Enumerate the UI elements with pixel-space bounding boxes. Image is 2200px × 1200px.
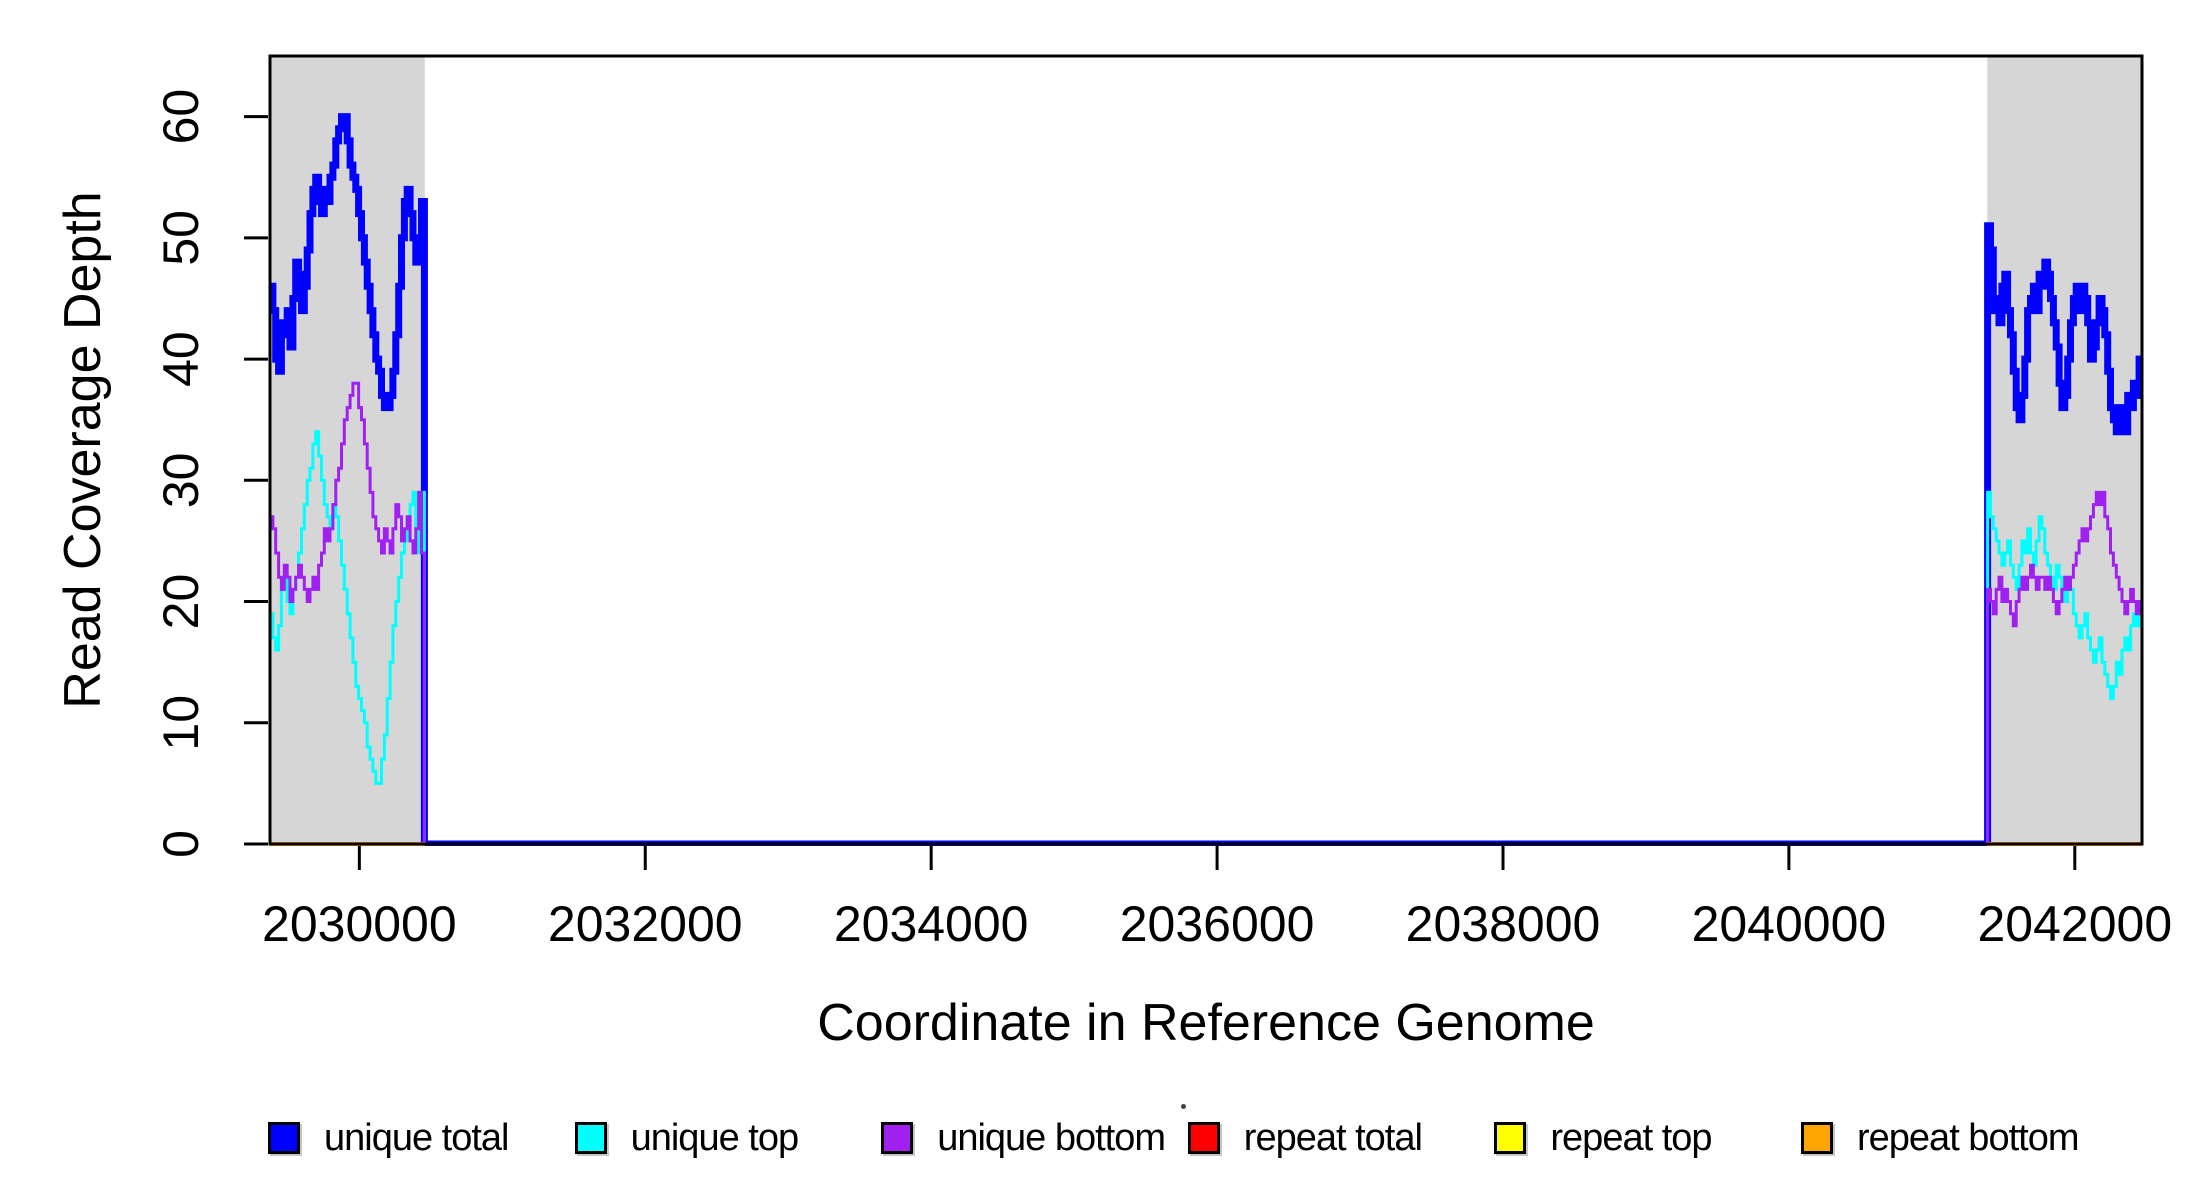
x-tick-label: 2042000 — [1977, 896, 2172, 952]
legend-label: unique bottom — [937, 1116, 1166, 1159]
x-tick-label: 2032000 — [548, 896, 743, 952]
series-unique-total — [269, 113, 2143, 846]
legend-item-repeat-bottom: repeat bottom — [1801, 1108, 2079, 1168]
x-tick-label: 2036000 — [1120, 896, 1315, 952]
legend-item-unique-top: unique top — [574, 1108, 799, 1168]
y-tick-label: 60 — [153, 89, 209, 145]
legend-swatch — [1187, 1122, 1220, 1154]
legend-label: repeat bottom — [1857, 1116, 2079, 1159]
x-tick-label: 2034000 — [834, 896, 1029, 952]
y-tick-label: 40 — [153, 331, 209, 387]
series-unique-bottom — [270, 381, 2142, 846]
legend-swatch — [268, 1122, 300, 1154]
legend-label: repeat top — [1550, 1116, 1712, 1159]
y-tick-label: 30 — [153, 452, 209, 508]
y-tick-label: 10 — [153, 695, 209, 751]
y-tick-label: 0 — [153, 830, 209, 858]
x-axis-title: Coordinate in Reference Genome — [817, 994, 1595, 1052]
shaded-region-0 — [270, 56, 425, 844]
legend-item-repeat-total: repeat total — [1187, 1108, 1423, 1168]
legend: unique total unique top unique bottom repea… — [0, 1108, 2200, 1178]
legend-swatch — [881, 1122, 914, 1154]
legend-swatch — [574, 1122, 607, 1154]
legend-swatch — [1494, 1122, 1527, 1154]
stray-dot — [1181, 1104, 1186, 1109]
legend-swatch — [1801, 1122, 1833, 1154]
legend-item-unique-bottom: unique bottom — [881, 1108, 1166, 1168]
series-layer — [269, 113, 2143, 846]
y-tick-label: 20 — [153, 574, 209, 630]
plot-frame — [268, 54, 2144, 846]
series-unique-top — [270, 430, 2142, 846]
x-tick-label: 2040000 — [1692, 896, 1887, 952]
shaded-regions-layer — [270, 56, 2142, 844]
x-tick-label: 2030000 — [262, 896, 457, 952]
y-tick-label: 50 — [153, 210, 209, 266]
legend-label: unique top — [630, 1116, 799, 1159]
x-tick-label: 2038000 — [1406, 896, 1601, 952]
axis-layer: 2030000 2032000 2034000 2036000 2038000 20400… — [153, 54, 2172, 952]
legend-item-repeat-top: repeat top — [1494, 1108, 1713, 1168]
shaded-region-1 — [1987, 56, 2142, 844]
legend-label: unique total — [324, 1116, 509, 1159]
legend-item-unique-total: unique total — [268, 1108, 509, 1168]
legend-label: repeat total — [1243, 1116, 1423, 1159]
y-axis-title: Read Coverage Depth — [54, 191, 112, 708]
